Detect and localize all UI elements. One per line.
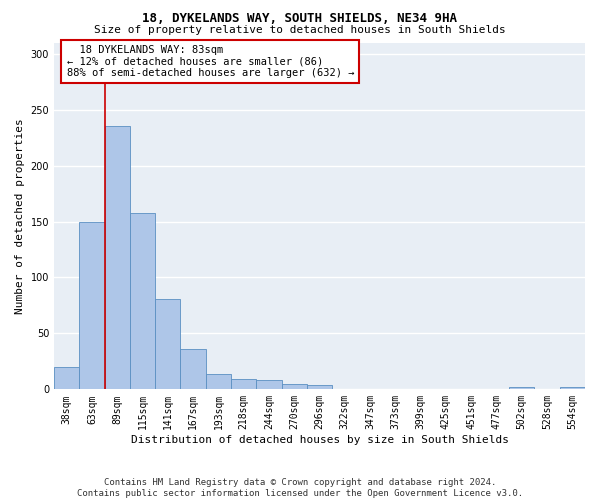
Bar: [560, 387, 585, 390]
Bar: [231, 380, 256, 390]
Text: 18, DYKELANDS WAY, SOUTH SHIELDS, NE34 9HA: 18, DYKELANDS WAY, SOUTH SHIELDS, NE34 9…: [143, 12, 458, 26]
Bar: [206, 374, 231, 390]
Bar: [130, 212, 155, 390]
Bar: [281, 384, 307, 390]
Text: Contains HM Land Registry data © Crown copyright and database right 2024.
Contai: Contains HM Land Registry data © Crown c…: [77, 478, 523, 498]
Bar: [509, 387, 535, 390]
Text: Size of property relative to detached houses in South Shields: Size of property relative to detached ho…: [94, 25, 506, 35]
Bar: [54, 367, 79, 390]
Bar: [104, 126, 130, 390]
X-axis label: Distribution of detached houses by size in South Shields: Distribution of detached houses by size …: [131, 435, 509, 445]
Bar: [79, 222, 104, 390]
Y-axis label: Number of detached properties: Number of detached properties: [15, 118, 25, 314]
Bar: [256, 380, 281, 390]
Text: 18 DYKELANDS WAY: 83sqm
← 12% of detached houses are smaller (86)
88% of semi-de: 18 DYKELANDS WAY: 83sqm ← 12% of detache…: [67, 44, 354, 78]
Bar: [155, 298, 181, 390]
Bar: [181, 349, 206, 390]
Bar: [307, 385, 332, 390]
